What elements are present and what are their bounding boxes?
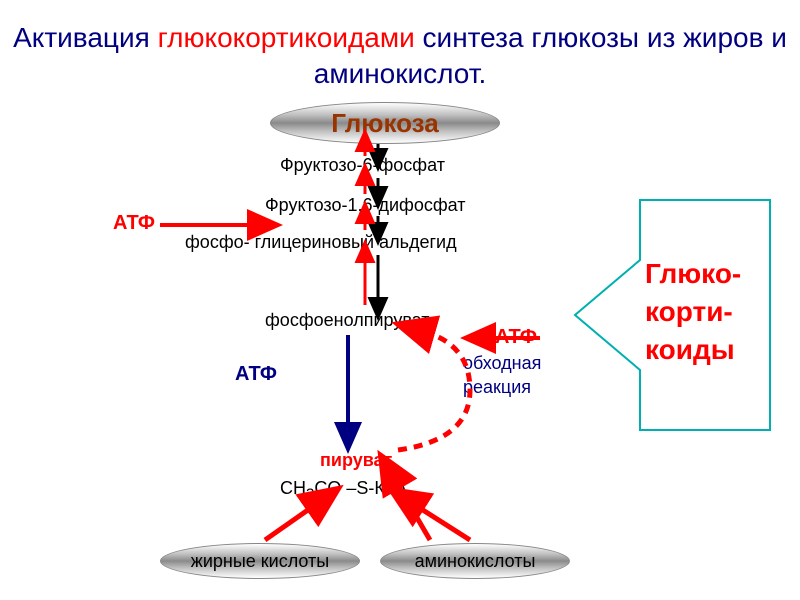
callout-line2: корти- <box>645 293 741 331</box>
label-atp2: АТФ <box>235 363 277 386</box>
node-glucose: Глюкоза <box>270 102 500 144</box>
label-atp3: АТФ <box>495 326 537 349</box>
acetyl-p1: CH <box>280 478 306 498</box>
acetyl-p2: CO –S-КоА <box>314 478 407 498</box>
label-f6p: Фруктозо-6-фосфат <box>280 155 445 176</box>
label-acetyl: CH3CO –S-КоА <box>280 478 407 503</box>
label-pep: фосфоенолпируват <box>265 310 430 331</box>
label-pga: фосфо- глицериновый альдегид <box>185 232 457 253</box>
callout-text: Глюко- корти- коиды <box>645 255 741 368</box>
label-f16bp: Фруктозо-1,6-дифосфат <box>265 195 466 216</box>
title-part2: глюкокортикоидами <box>158 22 415 53</box>
callout-line1: Глюко- <box>645 255 741 293</box>
node-glucose-label: Глюкоза <box>331 108 438 139</box>
title-part1: Активация <box>13 22 157 53</box>
callout-line3: коиды <box>645 331 741 369</box>
node-fatty-acids-label: жирные кислоты <box>191 551 329 572</box>
label-bypass2: реакция <box>463 377 531 398</box>
label-pyruvate: пируват <box>320 450 392 471</box>
node-amino-acids: аминокислоты <box>380 543 570 579</box>
label-atp1: АТФ <box>113 212 155 235</box>
node-fatty-acids: жирные кислоты <box>160 543 360 579</box>
page-title: Активация глюкокортикоидами синтеза глюк… <box>0 0 800 93</box>
label-bypass1: обходная <box>463 353 541 374</box>
node-amino-acids-label: аминокислоты <box>415 551 536 572</box>
